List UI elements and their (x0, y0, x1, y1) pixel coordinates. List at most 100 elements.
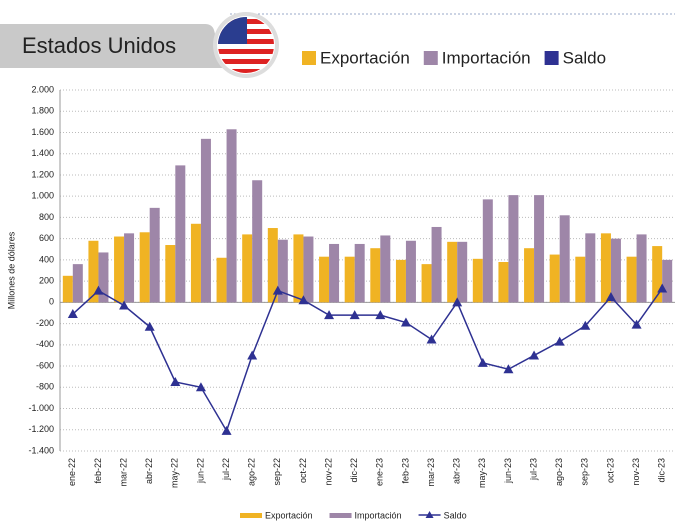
marker (400, 317, 411, 327)
bar (175, 165, 186, 303)
bar (319, 256, 330, 303)
bar (472, 258, 483, 303)
bar (549, 254, 560, 303)
bar (508, 195, 519, 303)
y-tick-label: -400 (36, 339, 54, 349)
y-tick-label: -200 (36, 318, 54, 328)
legend-swatch (329, 513, 352, 518)
bar (242, 234, 253, 303)
x-tick-label: ene-22 (67, 458, 77, 486)
y-tick-label: 0 (49, 297, 54, 307)
bar (626, 256, 637, 303)
legend-swatch (425, 511, 434, 518)
legend-swatch (423, 51, 438, 65)
marker (349, 310, 360, 320)
x-tick-label: dic-23 (657, 458, 667, 483)
x-tick-label: may-23 (477, 458, 487, 488)
bar (585, 233, 596, 303)
bar (88, 240, 99, 303)
y-tick-label: -1.200 (28, 424, 54, 434)
marker (67, 309, 78, 319)
bar (380, 235, 391, 303)
y-tick-label: -1.400 (28, 445, 54, 455)
bar (277, 239, 288, 303)
bar (482, 199, 493, 303)
bar (124, 233, 135, 303)
y-axis-label: Millones de dólares (6, 231, 16, 309)
marker (503, 364, 514, 374)
legend-label: Exportación (320, 48, 410, 67)
bar (457, 241, 468, 303)
y-tick-label: 600 (39, 233, 54, 243)
legend-label: Importación (355, 510, 402, 520)
x-tick-label: sep-23 (580, 458, 590, 486)
y-tick-label: 200 (39, 275, 54, 285)
legend-label: Saldo (563, 48, 606, 67)
legend-label: Exportación (265, 510, 313, 520)
marker (554, 336, 565, 346)
x-tick-label: feb-23 (400, 458, 410, 484)
marker (375, 310, 386, 320)
bar (354, 243, 365, 303)
y-tick-label: 400 (39, 254, 54, 264)
marker (529, 350, 540, 360)
x-tick-label: dic-22 (349, 458, 359, 483)
bar (165, 245, 176, 303)
y-tick-label: 1.400 (31, 148, 54, 158)
bar (395, 259, 406, 303)
bar (190, 223, 201, 303)
marker (93, 285, 104, 295)
legend-swatch (302, 51, 316, 65)
y-tick-label: 800 (39, 212, 54, 222)
x-tick-label: jul-23 (528, 458, 538, 481)
bar (303, 236, 314, 303)
marker (605, 292, 616, 302)
x-tick-label: jul-22 (221, 458, 231, 481)
marker (324, 310, 335, 320)
bar (534, 195, 545, 303)
bar (662, 259, 673, 303)
bar (139, 232, 150, 303)
marker (452, 297, 463, 307)
marker (272, 285, 283, 295)
marker (119, 300, 130, 310)
marker (426, 334, 437, 344)
x-tick-label: mar-23 (426, 458, 436, 487)
marker (195, 382, 206, 392)
bar (636, 234, 647, 303)
bar (559, 215, 570, 303)
x-tick-label: ago-22 (247, 458, 257, 486)
flag-icon (213, 12, 279, 78)
bar (267, 228, 278, 303)
x-tick-label: jun-23 (503, 458, 513, 484)
bar (498, 262, 509, 303)
bar (72, 264, 83, 303)
x-tick-label: abr-22 (144, 458, 154, 484)
x-tick-label: feb-22 (93, 458, 103, 484)
marker (221, 425, 232, 435)
y-tick-label: 2.000 (31, 84, 54, 94)
bar (98, 252, 109, 303)
x-tick-label: abr-23 (452, 458, 462, 484)
marker (298, 295, 309, 305)
bar (652, 246, 663, 303)
legend-swatch (240, 513, 262, 518)
bar (216, 257, 227, 303)
y-tick-label: 1.000 (31, 191, 54, 201)
marker (477, 357, 488, 367)
marker (631, 319, 642, 329)
bar (344, 256, 355, 303)
bar (62, 275, 73, 303)
bar (447, 241, 458, 303)
x-tick-label: ago-23 (554, 458, 564, 486)
bar (226, 129, 237, 303)
x-tick-label: ene-23 (375, 458, 385, 486)
legend-swatch (544, 51, 559, 65)
x-tick-label: mar-22 (118, 458, 128, 487)
bar (431, 226, 442, 303)
bar (610, 238, 621, 303)
marker (170, 376, 181, 386)
bar (421, 264, 432, 303)
bar (114, 236, 125, 303)
marker (247, 350, 258, 360)
